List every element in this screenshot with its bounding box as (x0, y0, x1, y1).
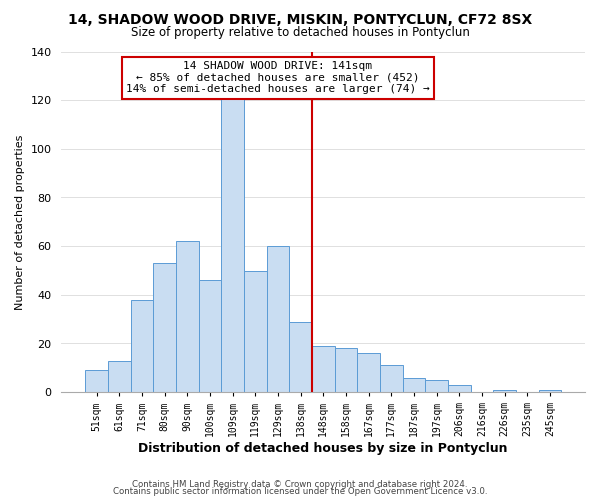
Bar (131, 300, 153, 392)
Bar (357, 353, 380, 392)
Bar (380, 366, 403, 392)
Bar (289, 322, 312, 392)
X-axis label: Distribution of detached houses by size in Pontyclun: Distribution of detached houses by size … (139, 442, 508, 455)
Bar (221, 68, 244, 392)
Bar (448, 385, 470, 392)
Text: Size of property relative to detached houses in Pontyclun: Size of property relative to detached ho… (131, 26, 469, 39)
Text: Contains HM Land Registry data © Crown copyright and database right 2024.: Contains HM Land Registry data © Crown c… (132, 480, 468, 489)
Bar (85, 370, 108, 392)
Text: Contains public sector information licensed under the Open Government Licence v3: Contains public sector information licen… (113, 488, 487, 496)
Y-axis label: Number of detached properties: Number of detached properties (15, 134, 25, 310)
Bar (403, 378, 425, 392)
Text: 14, SHADOW WOOD DRIVE, MISKIN, PONTYCLUN, CF72 8SX: 14, SHADOW WOOD DRIVE, MISKIN, PONTYCLUN… (68, 12, 532, 26)
Bar (312, 346, 335, 392)
Text: 14 SHADOW WOOD DRIVE: 141sqm
← 85% of detached houses are smaller (452)
14% of s: 14 SHADOW WOOD DRIVE: 141sqm ← 85% of de… (126, 61, 430, 94)
Bar (108, 360, 131, 392)
Bar (153, 263, 176, 392)
Bar (335, 348, 357, 392)
Bar (176, 242, 199, 392)
Bar (425, 380, 448, 392)
Bar (493, 390, 516, 392)
Bar (266, 246, 289, 392)
Bar (199, 280, 221, 392)
Bar (539, 390, 561, 392)
Bar (244, 270, 266, 392)
